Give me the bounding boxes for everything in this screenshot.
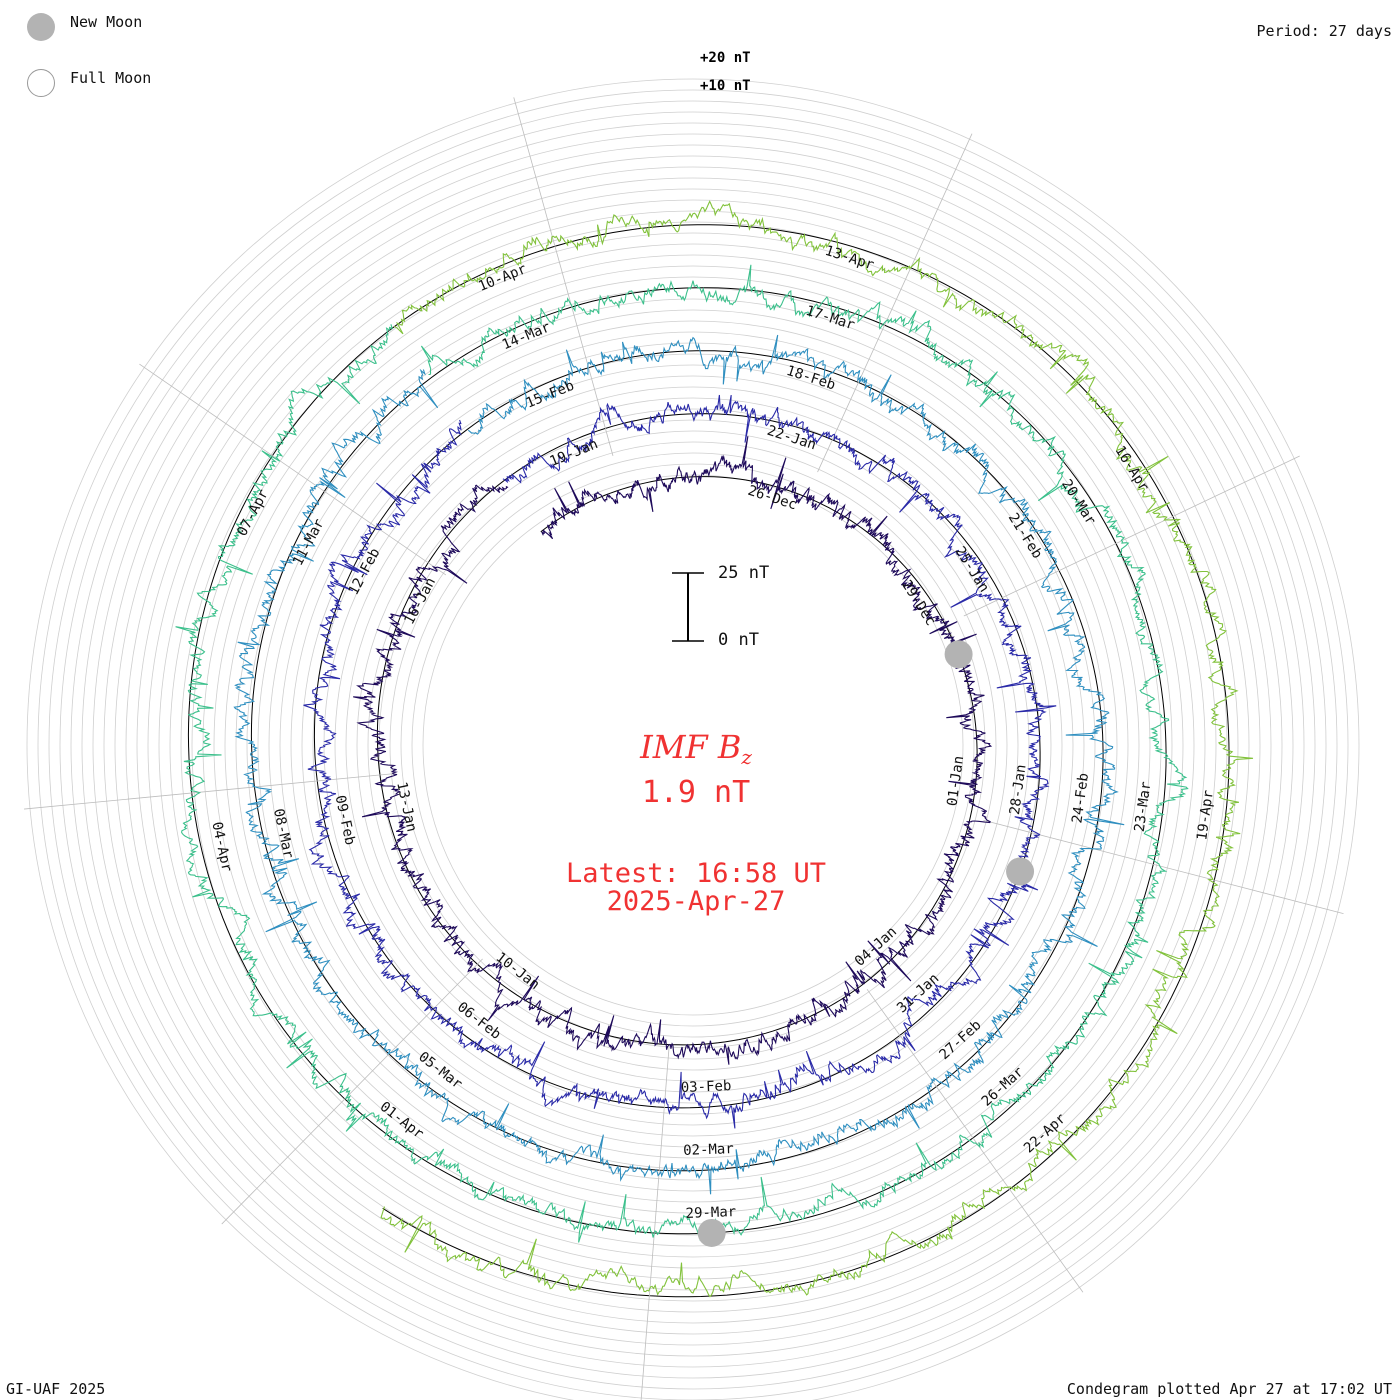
grid-ring: [246, 298, 1140, 1192]
date-label: 27-Feb: [936, 1017, 984, 1063]
grid-ring: [411, 463, 975, 1027]
grid-ring: [378, 430, 1008, 1060]
spoke: [817, 133, 973, 473]
reference-rings: [26, 78, 1360, 1400]
date-label: 26-Mar: [979, 1064, 1027, 1110]
date-label: 08-Mar: [270, 807, 296, 860]
plotted-timestamp: Condegram plotted Apr 27 at 17:02 UT: [1066, 1380, 1392, 1398]
grid-ring: [268, 320, 1118, 1170]
grid-ring: [48, 100, 1338, 1390]
grid-ring: [37, 89, 1349, 1400]
grid-ring: [290, 342, 1096, 1148]
parameter-title-text: IMF B: [640, 728, 742, 766]
grid-ring: [279, 331, 1107, 1159]
date-label: 10-Apr: [476, 261, 529, 295]
grid-ring: [367, 419, 1019, 1071]
moon-markers: [697, 640, 1035, 1247]
period-label: Period: 27 days: [1256, 22, 1392, 40]
grid-ring: [59, 111, 1327, 1379]
date-label: 18-Feb: [784, 363, 837, 394]
grid-ring: [136, 188, 1250, 1302]
bz-trace-rotation-3: [233, 334, 1125, 1195]
grid-ring: [70, 122, 1316, 1368]
grid-ring: [114, 166, 1272, 1324]
date-label: 15-Feb: [524, 378, 577, 412]
bz-trace-rotation-4: [175, 264, 1189, 1243]
grid-ring: [169, 221, 1217, 1269]
grid-ring: [92, 144, 1294, 1346]
full-moon-swatch: [27, 69, 55, 97]
angular-spokes: [24, 97, 1344, 1400]
grid-ring: [334, 386, 1052, 1104]
date-label: 17-Mar: [804, 303, 857, 334]
date-label: 22-Jan: [765, 423, 818, 454]
grid-ring: [26, 78, 1360, 1400]
date-label: 24-Feb: [1069, 772, 1092, 824]
spoke: [221, 958, 483, 1225]
date-label: 10-Jan: [493, 949, 543, 993]
grid-ring: [147, 199, 1239, 1291]
grid-ring: [257, 309, 1129, 1181]
grid-ring: [191, 243, 1195, 1247]
date-label: 01-Jan: [944, 755, 967, 807]
date-label: 19-Jan: [547, 436, 600, 470]
grid-ring: [356, 408, 1030, 1082]
new-moon-swatch: [27, 13, 55, 41]
latest-date: 2025-Apr-27: [606, 886, 786, 917]
current-value: 1.9 nT: [641, 775, 751, 810]
full-moon-legend-label: Full Moon: [70, 69, 152, 87]
latest-time: Latest: 16:58 UT: [565, 858, 827, 889]
reference-ring-labels: +20 nT +10 nT: [700, 50, 751, 94]
grid-ring: [213, 265, 1173, 1225]
date-label: 19-Apr: [1194, 789, 1217, 841]
date-label: 29-Mar: [685, 1204, 736, 1222]
grid-ring: [312, 364, 1074, 1126]
reference-ring-label: +20 nT: [700, 50, 751, 66]
date-label: 02-Mar: [683, 1141, 734, 1159]
grid-ring: [202, 254, 1184, 1236]
spoke: [513, 97, 614, 456]
scale-top-label: 25 nT: [718, 563, 770, 583]
reference-ring-label: +10 nT: [700, 78, 751, 94]
parameter-title: IMF Bz: [0, 728, 1392, 769]
grid-ring: [125, 177, 1261, 1313]
bz-trace-rotation-2: [303, 394, 1057, 1129]
credit-label: GI-UAF 2025: [6, 1380, 106, 1398]
new-moon-marker: [944, 640, 973, 669]
grid-ring: [389, 441, 997, 1049]
grid-ring: [81, 133, 1305, 1357]
new-moon-marker: [697, 1218, 726, 1247]
spoke: [640, 1044, 670, 1400]
spoke: [24, 773, 395, 810]
bz-trace-rotation-5: [380, 200, 1254, 1298]
date-label: 03-Feb: [681, 1078, 732, 1096]
spoke: [963, 455, 1300, 617]
date-label: 23-Mar: [1132, 781, 1155, 833]
bz-trace-rotation-1: [353, 436, 993, 1065]
parameter-title-subscript: z: [741, 745, 752, 769]
spoke: [866, 989, 1084, 1293]
grid-ring: [400, 452, 986, 1038]
grid-ring: [103, 155, 1283, 1335]
grid-ring: [301, 353, 1085, 1137]
grid-ring: [224, 276, 1162, 1214]
spoke: [983, 819, 1344, 914]
scale-bottom-label: 0 nT: [718, 630, 759, 650]
date-label: 28-Jan: [1007, 764, 1030, 816]
spoke: [139, 363, 447, 576]
grid-ring: [158, 210, 1228, 1280]
bz-traces: [175, 200, 1254, 1298]
new-moon-legend-label: New Moon: [70, 13, 143, 31]
date-label: 14-Mar: [500, 319, 553, 353]
scale-bar: [672, 572, 704, 642]
new-moon-marker: [1006, 857, 1035, 886]
grid-ring: [180, 232, 1206, 1258]
